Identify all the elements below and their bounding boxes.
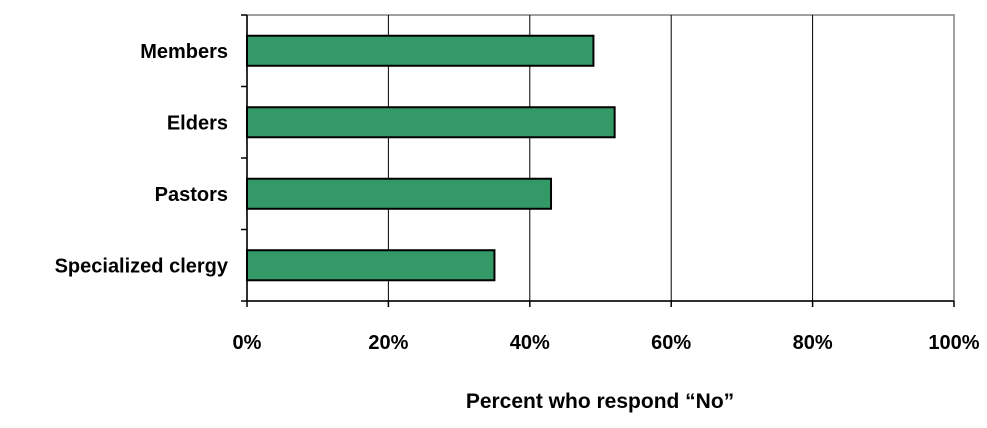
bar	[246, 249, 496, 282]
y-axis	[241, 14, 248, 302]
x-tick-label: 20%	[368, 332, 408, 354]
x-tick-label: 100%	[928, 332, 979, 354]
x-axis	[246, 300, 955, 307]
x-tick-label: 60%	[651, 332, 691, 354]
x-axis-title: Percent who respond “No”	[466, 390, 734, 413]
bar	[246, 177, 553, 210]
x-tick-label: 0%	[233, 332, 262, 354]
category-label: Members	[140, 41, 228, 63]
x-tick-label: 40%	[510, 332, 550, 354]
x-tick-labels: 0% 20% 40% 60% 80% 100%	[233, 332, 980, 354]
category-label: Specialized clergy	[55, 255, 229, 277]
x-tick-label: 80%	[793, 332, 833, 354]
bar	[246, 34, 595, 67]
bars	[246, 34, 616, 282]
category-label: Pastors	[155, 184, 228, 206]
bar	[246, 106, 616, 139]
category-label: Elders	[167, 112, 228, 134]
category-labels: Members Elders Pastors Specialized clergy	[55, 41, 229, 278]
